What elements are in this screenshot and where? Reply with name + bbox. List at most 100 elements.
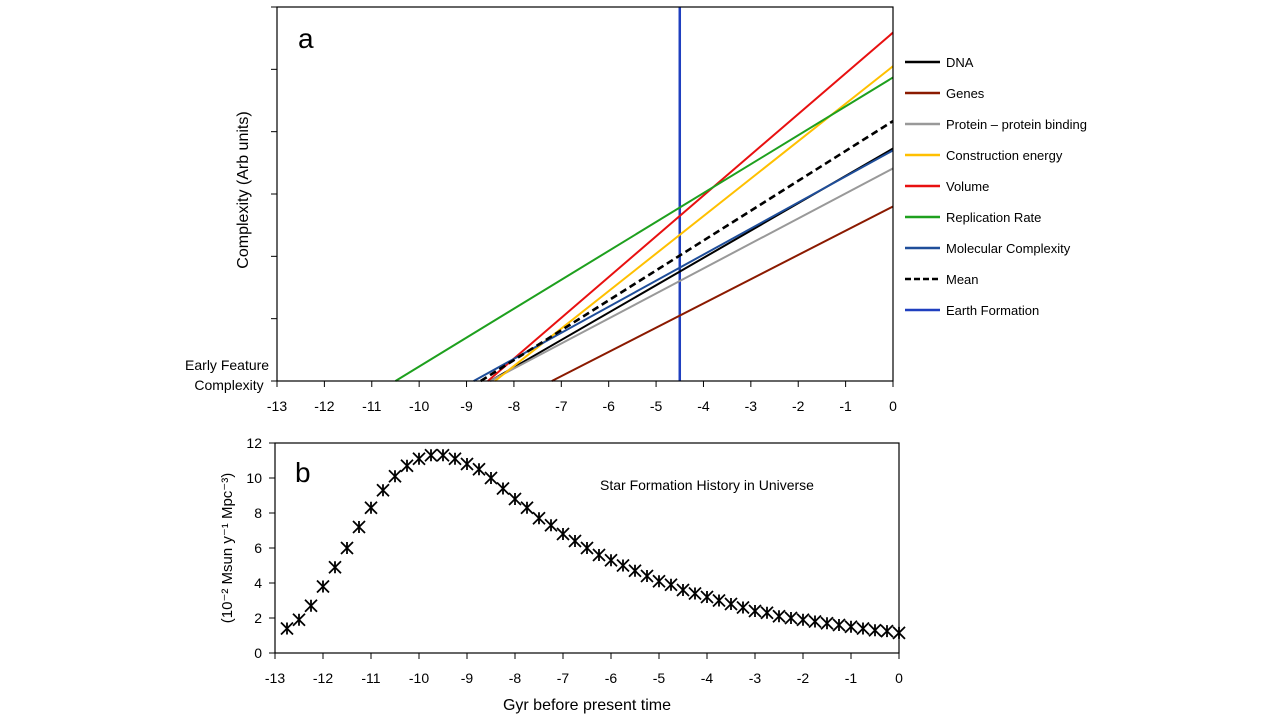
data-point-asterisk (352, 520, 366, 534)
legend-label: Volume (946, 179, 989, 194)
data-point-asterisk (568, 534, 582, 548)
series-line-genes (551, 205, 894, 382)
x-tick-label: -7 (557, 670, 570, 686)
data-point-asterisk (652, 574, 666, 588)
data-point-asterisk (700, 590, 714, 604)
x-tick-label: -11 (362, 398, 381, 414)
y-tick-label: 0 (254, 645, 262, 661)
data-point-asterisk (316, 579, 330, 594)
x-tick-label: -5 (653, 670, 666, 686)
data-point-asterisk (868, 623, 882, 637)
panel-b-star-formation-chart: -13 -12 -11 -10 -9 -8 -7 -6 -5 -4 -3 -2 -1 0024681012… (219, 435, 906, 714)
data-point-asterisk (856, 621, 870, 636)
panel-a-frame (276, 6, 894, 382)
x-tick-label: -6 (605, 670, 618, 686)
x-tick-label: -3 (745, 398, 758, 414)
x-tick-label: -2 (792, 398, 805, 414)
y-tick-label: 4 (254, 575, 262, 591)
data-point-asterisk (280, 621, 294, 636)
x-tick-label: -3 (749, 670, 762, 686)
x-tick-label: -13 (265, 670, 285, 686)
series-line-molecular-complexity (473, 149, 894, 382)
data-point-asterisk (496, 481, 510, 496)
series-line-mean (480, 119, 894, 383)
x-tick-label: 0 (889, 398, 897, 414)
legend-label: DNA (946, 55, 974, 70)
data-point-asterisk (676, 583, 690, 597)
panel-a-complexity-chart: -13 -12 -11 -10 -9 -8 -7 -6 -5 -4 -3 -2 -1 0 a Comple… (185, 6, 1087, 414)
panel-b-data-points (280, 448, 906, 640)
data-point-asterisk (748, 604, 762, 618)
panel-a-series-lines (394, 7, 894, 383)
x-tick-label: -8 (508, 398, 521, 414)
data-point-asterisk (844, 620, 858, 634)
x-tick-label: -7 (555, 398, 568, 414)
y-tick-label: 8 (254, 505, 262, 521)
x-tick-label: -10 (409, 670, 429, 686)
data-point-asterisk (820, 616, 834, 630)
x-tick-label: -12 (313, 670, 333, 686)
data-point-asterisk (712, 593, 726, 608)
x-tick-label: -9 (460, 398, 473, 414)
panel-a-y-origin-label: Early Feature Complexity (185, 357, 273, 393)
data-point-asterisk (772, 609, 786, 623)
data-point-asterisk (400, 459, 414, 473)
data-point-asterisk (832, 618, 846, 632)
panel-a-y-axis-title: Complexity (Arb units) (235, 111, 252, 268)
data-point-asterisk (340, 541, 354, 555)
data-point-asterisk (292, 613, 306, 627)
data-point-asterisk (640, 569, 654, 583)
legend-label: Replication Rate (946, 210, 1041, 225)
data-point-asterisk (892, 626, 906, 640)
data-point-asterisk (628, 564, 642, 578)
data-point-asterisk (580, 541, 594, 555)
data-point-asterisk (484, 471, 498, 485)
x-tick-label: -5 (650, 398, 663, 414)
x-tick-label: -8 (509, 670, 522, 686)
panel-a-legend: DNA Genes Protein – protein binding Constru… (905, 55, 1087, 318)
panel-b-x-axis-title: Gyr before present time (503, 697, 671, 714)
data-point-asterisk (784, 611, 798, 625)
data-point-asterisk (412, 452, 426, 466)
origin-label-line2: Complexity (194, 377, 263, 393)
x-tick-label: -11 (361, 670, 380, 686)
data-point-asterisk (436, 448, 450, 462)
x-tick-label: 0 (895, 670, 903, 686)
x-tick-label: -1 (839, 398, 852, 414)
panel-b-label: b (295, 457, 311, 488)
series-line-volume (487, 31, 894, 382)
origin-label-line1: Early Feature (185, 357, 269, 373)
x-tick-label: -9 (461, 670, 474, 686)
data-point-asterisk (688, 586, 702, 601)
x-tick-label: -4 (701, 670, 714, 686)
panel-a-label: a (298, 23, 314, 54)
data-point-asterisk (736, 600, 750, 615)
panel-a-axis-ticks: -13 -12 -11 -10 -9 -8 -7 -6 -5 -4 -3 -2 -1 0 (267, 6, 897, 414)
y-tick-label: 6 (254, 540, 262, 556)
x-tick-label: -1 (845, 670, 858, 686)
legend-label: Protein – protein binding (946, 117, 1087, 132)
data-point-asterisk (472, 462, 486, 476)
data-point-asterisk (532, 511, 546, 525)
data-point-asterisk (880, 624, 894, 638)
data-point-asterisk (424, 448, 438, 462)
legend-label: Genes (946, 86, 985, 101)
y-tick-label: 10 (246, 470, 262, 486)
data-point-asterisk (376, 483, 390, 497)
data-point-asterisk (604, 553, 618, 567)
data-point-asterisk (796, 613, 810, 627)
y-tick-label: 2 (254, 610, 262, 626)
data-point-asterisk (520, 501, 534, 515)
data-point-asterisk (304, 599, 318, 613)
data-point-asterisk (328, 560, 342, 574)
x-tick-label: -4 (697, 398, 710, 414)
data-point-asterisk (592, 548, 606, 562)
data-point-asterisk (448, 452, 462, 466)
data-point-asterisk (460, 457, 474, 471)
data-point-asterisk (388, 469, 402, 483)
data-point-asterisk (808, 614, 822, 629)
data-point-asterisk (664, 578, 678, 592)
legend-label: Molecular Complexity (946, 241, 1071, 256)
